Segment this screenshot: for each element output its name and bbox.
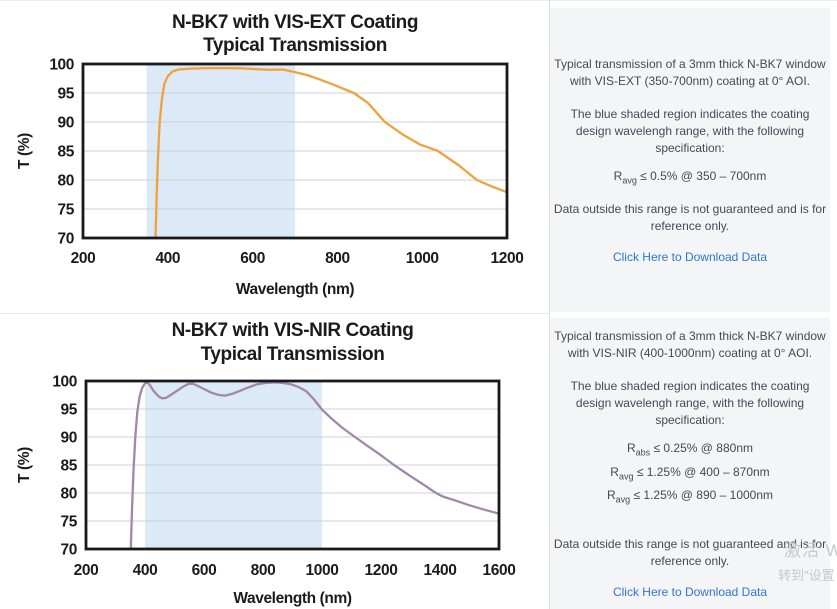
chart-title-line1: N-BK7 with VIS-NIR Coating [172, 320, 414, 341]
x-tick-label: 600 [192, 562, 217, 579]
plot-border [84, 379, 501, 551]
y-tick-label: 75 [58, 202, 75, 219]
x-tick-label: 200 [74, 562, 99, 579]
y-tick-label: 70 [58, 231, 74, 248]
spec-subscript: avg [615, 494, 631, 505]
x-tick-label: 1600 [483, 562, 516, 579]
gridlines [86, 408, 499, 522]
x-tick-label: 1200 [491, 250, 524, 267]
y-axis-label: T (%) [16, 447, 33, 483]
shaded-region-note: The blue shaded region indicates the coa… [570, 379, 810, 428]
x-tick-label: 1000 [406, 250, 439, 267]
spec-line: Ravg ≤ 0.5% @ 350 – 700nm [614, 167, 767, 190]
shaded-region-note: The blue shaded region indicates the coa… [570, 107, 810, 156]
chart-title-line1: N-BK7 with VIS-EXT Coating [172, 12, 418, 33]
spec-subscript: abs [635, 447, 651, 458]
transmission-curve [154, 66, 507, 238]
spec-line: Ravg ≤ 1.25% @ 400 – 870nm [607, 463, 773, 486]
top-border-line [0, 0, 837, 1]
x-tick-label: 400 [155, 250, 180, 267]
x-tick-label: 200 [71, 250, 96, 267]
y-tick-label: 90 [61, 430, 77, 447]
disclaimer-text: Data outside this range is not guarantee… [553, 536, 827, 568]
transmission-curve [129, 381, 499, 549]
y-tick-label: 85 [58, 144, 75, 161]
spec-symbol: R [606, 488, 616, 503]
x-tick-label: 800 [251, 562, 276, 579]
y-tick-label: 100 [52, 374, 77, 391]
x-tick-label: 1000 [306, 562, 339, 579]
row-divider [0, 313, 550, 314]
download-data-link[interactable]: Click Here to Download Data [612, 249, 768, 264]
spec-value: ≤ 1.25% @ 890 – 1000nm [630, 488, 774, 503]
plot-border [81, 62, 509, 240]
spec-line: Rabs ≤ 0.25% @ 880nm [607, 439, 773, 462]
column-divider [549, 0, 550, 609]
x-tick-label: 400 [133, 562, 158, 579]
x-tick-label: 1400 [424, 562, 457, 579]
coating-specs: Rabs ≤ 0.25% @ 880nm Ravg ≤ 1.25% @ 400 … [607, 439, 773, 509]
disclaimer-text: Data outside this range is not guarantee… [553, 201, 827, 233]
spec-value: ≤ 0.5% @ 350 – 700nm [636, 169, 767, 184]
spec-value: ≤ 1.25% @ 400 – 870nm [633, 464, 770, 479]
spec-symbol: R [613, 169, 623, 184]
x-axis-label: Wavelength (nm) [233, 590, 352, 607]
x-tick-label: 1200 [365, 562, 398, 579]
spec-symbol: R [626, 441, 636, 456]
download-data-link[interactable]: Click Here to Download Data [612, 584, 768, 599]
vis-nir-transmission-chart: N-BK7 with VIS-NIR Coating Typical Transm… [16, 320, 516, 607]
spec-symbol: R [610, 464, 619, 479]
x-axis-label: Wavelength (nm) [236, 281, 355, 298]
y-tick-label: 90 [58, 115, 74, 132]
coating-specs: Ravg ≤ 0.5% @ 350 – 700nm [614, 167, 767, 190]
vis-ext-info-panel: Typical transmission of a 3mm thick N-BK… [550, 8, 830, 312]
watermark-line1: 激活 W [784, 541, 837, 560]
y-tick-label: 75 [61, 514, 78, 531]
x-tick-label: 600 [240, 250, 265, 267]
description-text: Typical transmission of a 3mm thick N-BK… [554, 329, 826, 361]
x-tick-label: 800 [325, 250, 350, 267]
y-axis-label: T (%) [16, 133, 33, 169]
vis-nir-info-panel: Typical transmission of a 3mm thick N-BK… [550, 318, 830, 609]
description-text: Typical transmission of a 3mm thick N-BK… [554, 57, 826, 89]
windows-activation-watermark: 激活 W 转到"设置 [778, 536, 837, 584]
y-tick-label: 85 [61, 458, 78, 475]
y-tick-label: 80 [58, 173, 74, 190]
spec-line: Ravg ≤ 1.25% @ 890 – 1000nm [607, 486, 773, 509]
chart-title-line2: Typical Transmission [203, 35, 387, 56]
spec-subscript: avg [618, 471, 634, 482]
y-tick-label: 95 [58, 86, 75, 103]
y-tick-label: 100 [49, 57, 74, 74]
watermark-line2: 转到"设置 [778, 568, 835, 583]
chart-title-line2: Typical Transmission [201, 344, 385, 365]
y-tick-label: 95 [61, 402, 78, 419]
spec-value: ≤ 0.25% @ 880nm [650, 441, 754, 456]
y-tick-label: 80 [61, 486, 77, 503]
spec-subscript: avg [622, 175, 637, 186]
y-tick-label: 70 [61, 542, 77, 559]
